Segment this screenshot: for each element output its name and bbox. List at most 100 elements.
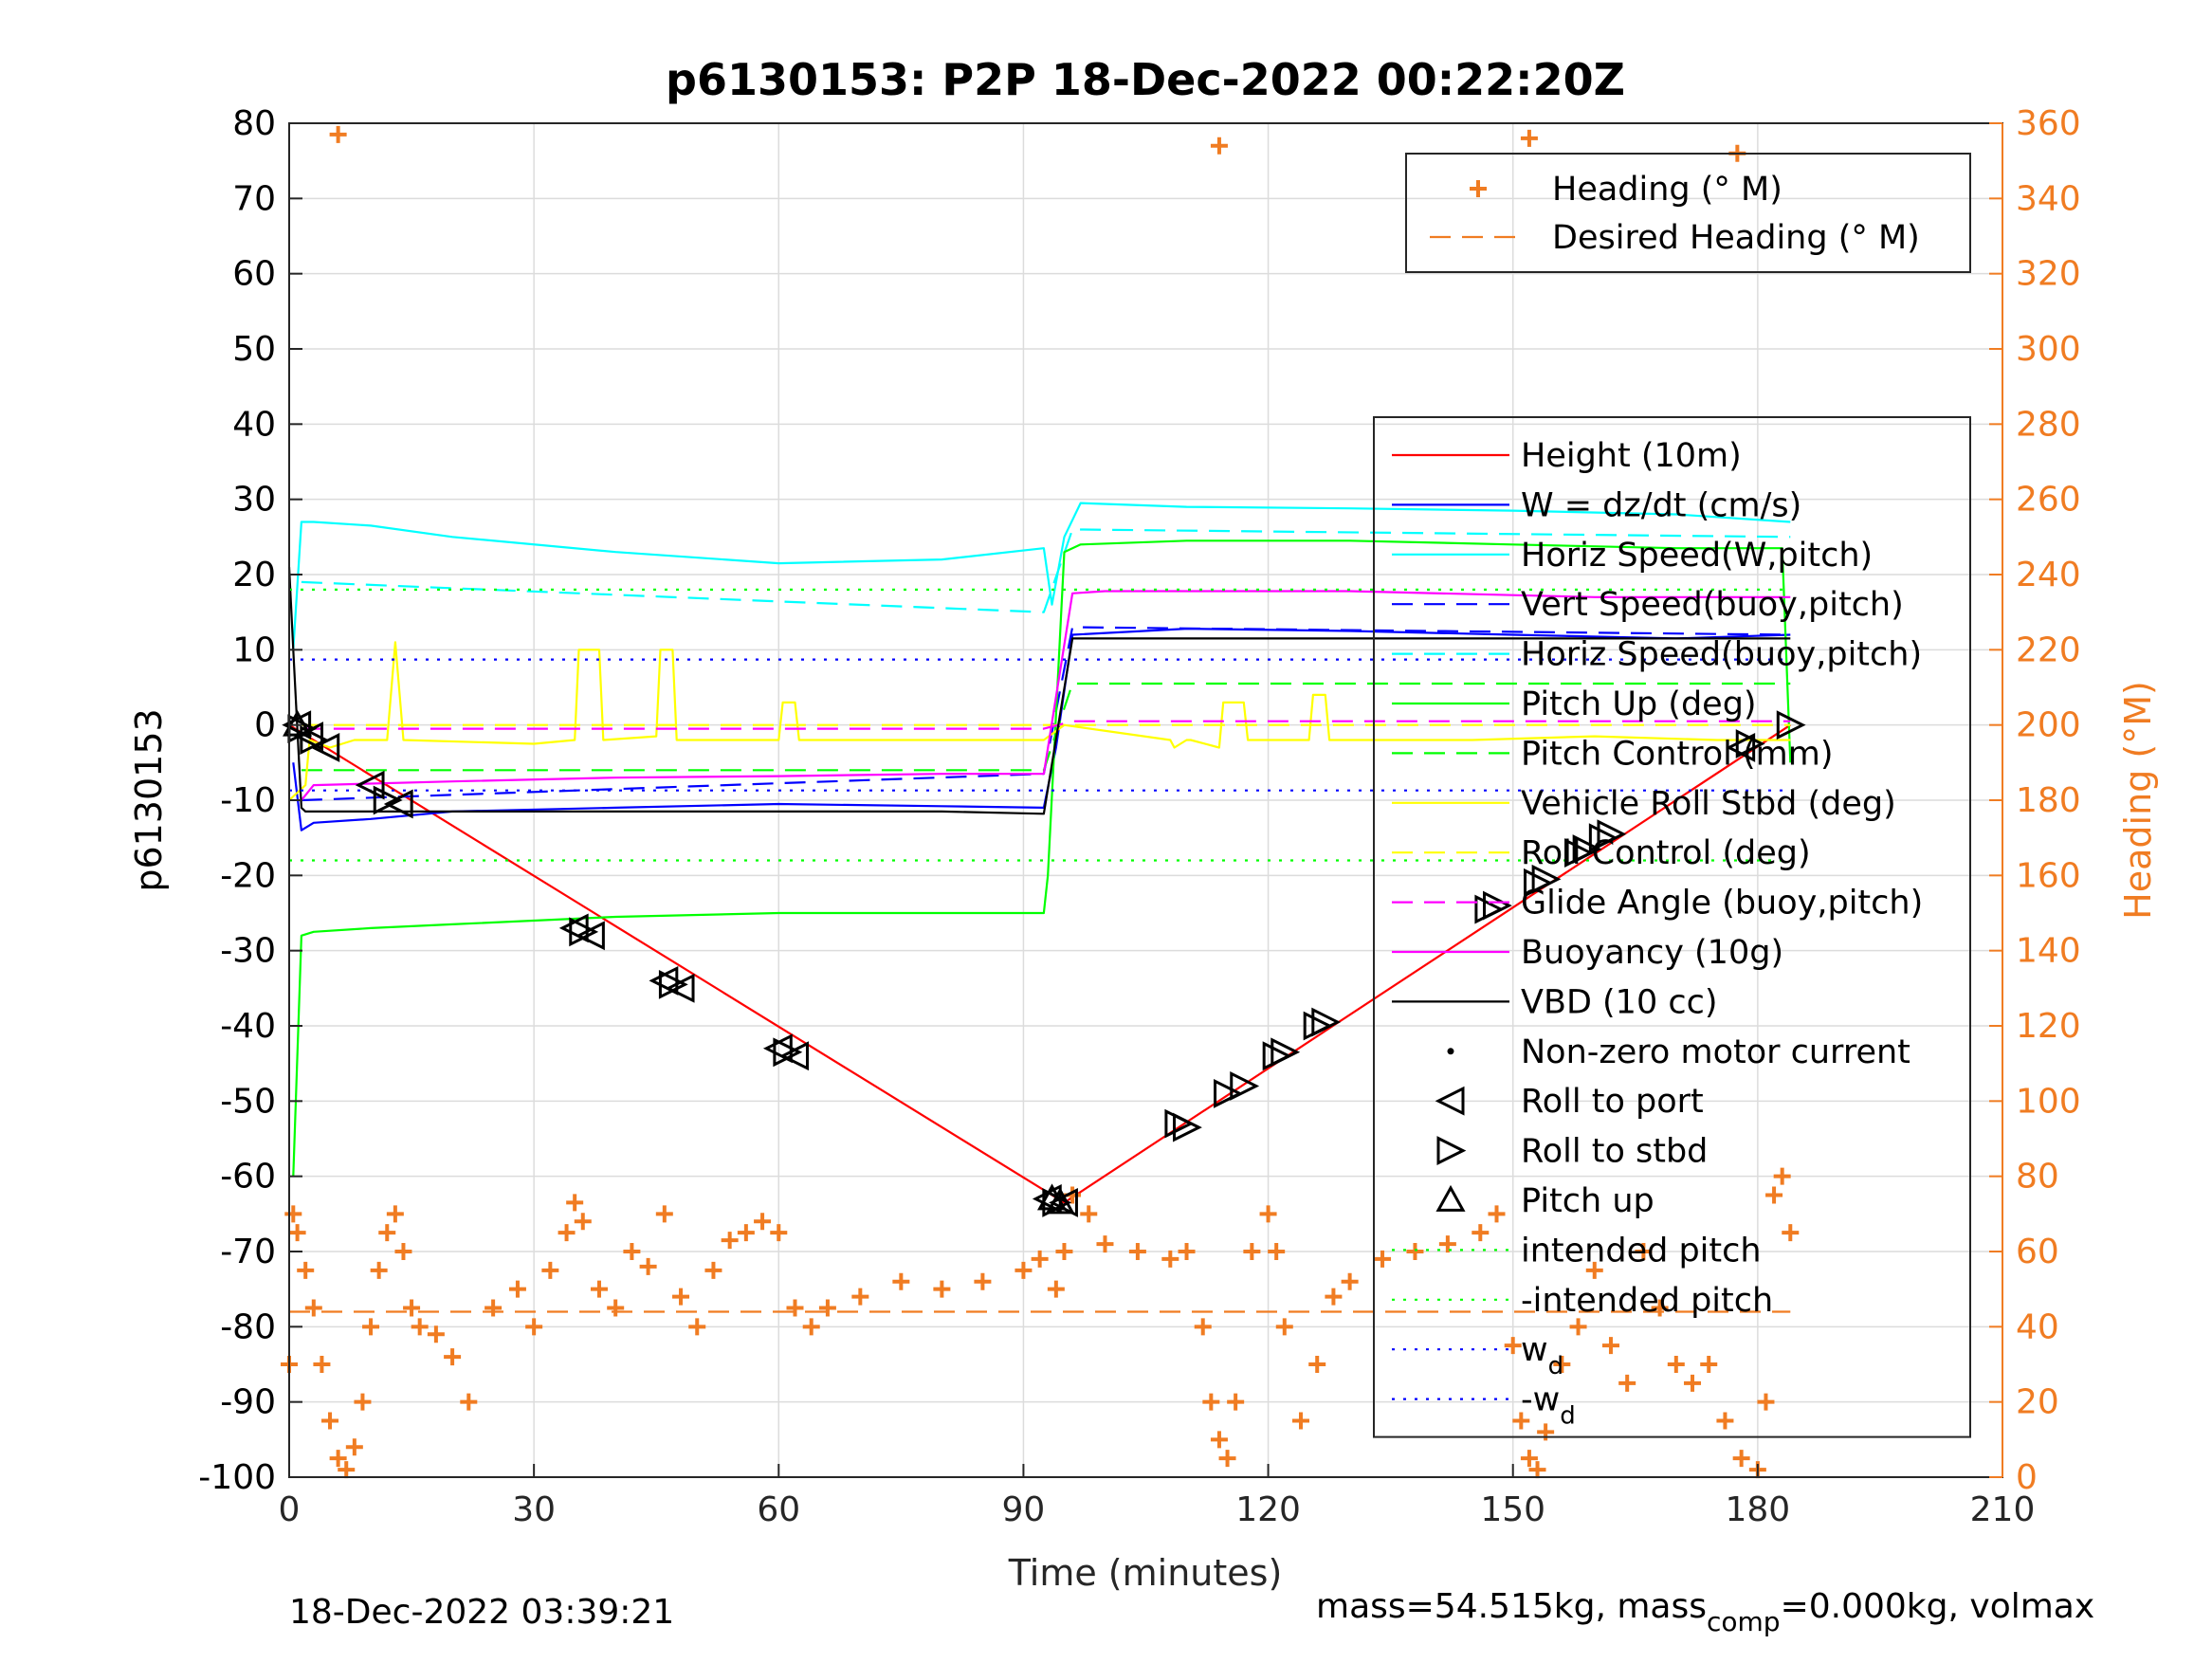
y-left-tick-label: -80 — [220, 1307, 276, 1346]
legend-item-w-dz-dt-cm-s: W = dz/dt (cm/s) — [1392, 486, 1801, 524]
legend-label-text: Height (10m) — [1521, 437, 1742, 475]
y-right-tick-label: 360 — [2016, 104, 2081, 143]
pitch-up-marker — [1045, 1187, 1075, 1215]
legend-label-text: -intended pitch — [1521, 1282, 1773, 1320]
heading-point — [558, 1224, 576, 1242]
legend-label: Desired Heading (° M) — [1552, 219, 1920, 257]
heading-point — [802, 1318, 820, 1336]
heading-point — [386, 1205, 404, 1223]
legend-label: -intended pitch — [1521, 1282, 1773, 1320]
legend-heading: Heading (° M) Desired Heading (° M) — [1405, 153, 1971, 273]
series-pitch-up-deg — [292, 539, 1792, 1177]
legend-label-text: Horiz Speed(W,pitch) — [1521, 537, 1873, 575]
legend-item-vbd-10-cc: VBD (10 cc) — [1392, 983, 1718, 1021]
legend-label-text: W = dz/dt (cm/s) — [1521, 486, 1801, 524]
roll-stbd-marker — [373, 785, 403, 815]
heading-point — [1773, 1167, 1791, 1185]
legend-label: Glide Angle (buoy,pitch) — [1521, 885, 1923, 923]
legend-item-roll-control-deg: Roll Control (deg) — [1392, 834, 1811, 872]
heading-point — [394, 1243, 412, 1260]
y-left-tick-label: 10 — [232, 630, 276, 669]
heading-point — [721, 1232, 739, 1250]
heading-point — [818, 1299, 836, 1317]
legend-item-non-zero-motor-current: Non-zero motor current — [1447, 1033, 1910, 1071]
roll-stbd-marker — [1483, 890, 1512, 921]
heading-point — [1268, 1243, 1286, 1260]
legend-item-horiz-speed-buoy-pitch: Horiz Speed(buoy,pitch) — [1392, 636, 1922, 674]
heading-point — [1406, 1243, 1424, 1260]
heading-point — [1684, 1374, 1702, 1392]
heading-point — [1194, 1318, 1212, 1336]
y-right-tick-label: 80 — [2016, 1158, 2059, 1197]
heading-point — [354, 1393, 372, 1411]
heading-point — [1055, 1243, 1073, 1260]
legend-label-text: w — [1521, 1331, 1548, 1369]
legend-item-roll-to-stbd: Roll to stbd — [1436, 1133, 1708, 1171]
heading-point — [1716, 1412, 1734, 1430]
legend-box — [1405, 153, 1971, 273]
series-vert-speed-buoy-pitch — [301, 626, 1791, 802]
legend-label-text: Desired Heading (° M) — [1552, 219, 1920, 257]
footer-mass-b: =0.000kg, volmax — [1781, 1587, 2095, 1626]
heading-point — [1667, 1356, 1685, 1373]
y-left-tick-label: 80 — [232, 104, 276, 143]
heading-point — [329, 125, 347, 143]
roll-stbd-marker — [569, 917, 599, 947]
series-horiz-speed-w-pitch — [292, 502, 1791, 650]
legend-label: Horiz Speed(buoy,pitch) — [1521, 636, 1922, 674]
legend-item-wd: wd — [1392, 1331, 1563, 1380]
heading-point — [1096, 1235, 1114, 1253]
series-vbd-10-cc — [287, 567, 1791, 815]
heading-point — [704, 1261, 722, 1279]
heading-point — [411, 1318, 429, 1336]
legend-label-text: VBD (10 cc) — [1521, 983, 1718, 1021]
roll-stbd-marker — [1230, 1071, 1260, 1101]
legend-label-text: Horiz Speed(buoy,pitch) — [1521, 636, 1922, 674]
legend-label-text: Vehicle Roll Stbd (deg) — [1521, 785, 1896, 823]
roll-port-marker — [282, 710, 312, 740]
heading-point — [1031, 1250, 1049, 1268]
legend-item-vehicle-roll-stbd-deg: Vehicle Roll Stbd (deg) — [1392, 785, 1896, 823]
heading-point — [933, 1280, 951, 1298]
roll-stbd-marker — [1776, 710, 1806, 740]
legend-item-intended-pitch: intended pitch — [1392, 1232, 1762, 1270]
heading-point — [345, 1438, 363, 1456]
y-left-tick-label: 30 — [232, 481, 276, 520]
heading-point — [1243, 1243, 1261, 1260]
y-right-tick-label: 160 — [2016, 856, 2081, 895]
heading-point — [1341, 1272, 1359, 1290]
heading-point — [460, 1393, 478, 1411]
x-axis-label: Time (minutes) — [1008, 1552, 1283, 1594]
legend-label: Roll Control (deg) — [1521, 834, 1811, 872]
series-horiz-speed-buoy-pitch — [301, 528, 1791, 613]
legend-label-text: Pitch up — [1521, 1182, 1654, 1220]
pitch-up-marker — [283, 709, 313, 737]
legend-label-text: Pitch Control (mm) — [1521, 735, 1833, 773]
y-left-tick-label: 50 — [232, 330, 276, 369]
heading-point — [313, 1356, 331, 1373]
footer-mass-a: mass=54.515kg, mass — [1316, 1587, 1707, 1626]
y-right-tick-label: 40 — [2016, 1307, 2059, 1346]
legend-label: Heading (° M) — [1552, 171, 1782, 209]
heading-point — [1438, 1235, 1456, 1253]
legend-label: intended pitch — [1521, 1232, 1762, 1270]
heading-point — [304, 1299, 322, 1317]
heading-point — [1128, 1243, 1146, 1260]
y-left-tick-label: -30 — [220, 932, 276, 971]
y-right-tick-label: 60 — [2016, 1233, 2059, 1271]
legend-label: W = dz/dt (cm/s) — [1521, 486, 1801, 524]
heading-point — [1202, 1393, 1220, 1411]
heading-point — [754, 1213, 772, 1231]
heading-point — [541, 1261, 559, 1279]
heading-point — [444, 1348, 462, 1366]
legend-item-horiz-speed-w-pitch: Horiz Speed(W,pitch) — [1392, 537, 1873, 575]
legend-triangle-symbol — [1436, 1136, 1467, 1166]
legend-item-heading-m: Heading (° M) — [1470, 171, 1782, 209]
legend-item-intended-pitch: -intended pitch — [1392, 1282, 1773, 1320]
y-right-tick-label: 220 — [2016, 630, 2081, 669]
legend-plus-symbol — [1470, 180, 1487, 197]
y-right-tick-label: 180 — [2016, 781, 2081, 820]
legend-label: Vehicle Roll Stbd (deg) — [1521, 785, 1896, 823]
legend-label-text: Pitch Up (deg) — [1521, 685, 1757, 723]
